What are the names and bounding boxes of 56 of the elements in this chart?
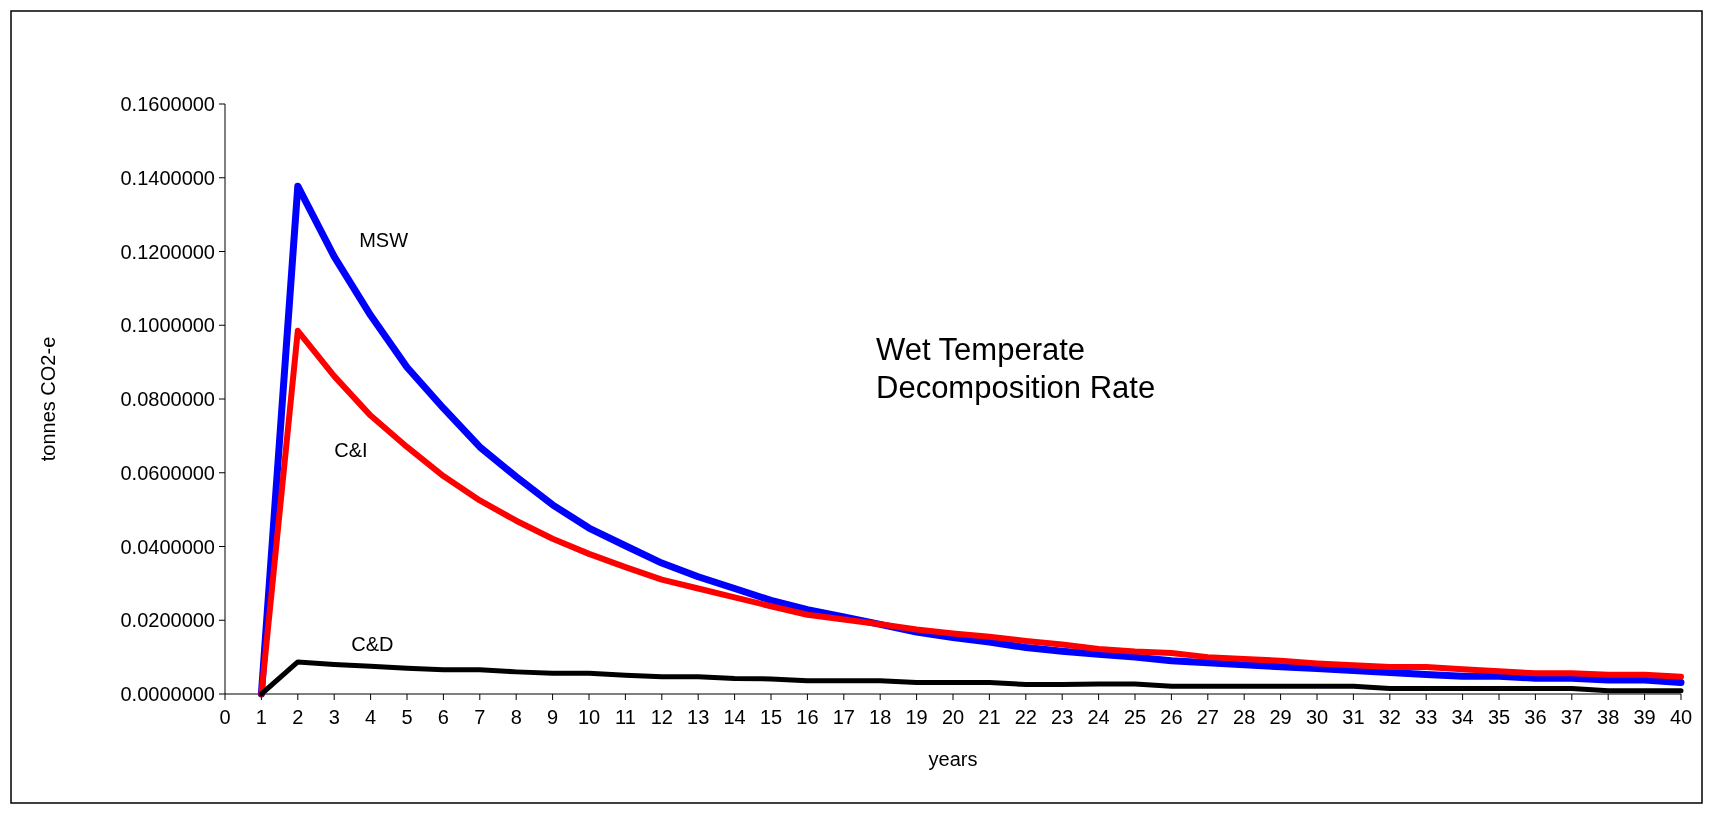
annotation: Wet Temperate Decomposition Rate <box>876 332 1156 405</box>
x-tick-label: 19 <box>905 706 928 728</box>
x-tick-label: 9 <box>547 706 559 728</box>
y-tick-label: 0.1400000 <box>120 166 215 189</box>
x-tick-label: 3 <box>328 706 340 728</box>
x-tick-label: 26 <box>1160 706 1183 728</box>
x-tick-label: 22 <box>1014 706 1037 728</box>
y-tick-label: 0.0000000 <box>120 683 215 705</box>
y-tick-label: 0.1200000 <box>120 240 215 263</box>
x-tick-label: 23 <box>1051 706 1074 728</box>
series-label: C&D <box>351 632 394 655</box>
x-tick-label: 29 <box>1269 706 1292 728</box>
x-tick-label: 30 <box>1305 706 1329 728</box>
series-label: C&I <box>334 439 368 462</box>
x-tick-label: 1 <box>255 706 267 728</box>
x-tick-label: 24 <box>1087 706 1110 728</box>
x-tick-label: 27 <box>1196 706 1219 728</box>
y-axis-title: tonnes CO2-e <box>37 336 59 462</box>
y-tick-label: 0.0600000 <box>120 461 215 484</box>
x-tick-label: 35 <box>1487 706 1511 728</box>
x-tick-label: 32 <box>1378 706 1401 728</box>
series-label: MSW <box>359 228 409 251</box>
y-tick-label: 0.0800000 <box>120 388 215 410</box>
x-tick-label: 10 <box>577 706 601 728</box>
x-tick-label: 8 <box>510 706 522 728</box>
y-tick-label: 0.1000000 <box>120 314 215 337</box>
x-tick-label: 36 <box>1524 706 1547 728</box>
x-tick-label: 4 <box>365 706 377 728</box>
x-tick-label: 39 <box>1633 706 1656 728</box>
y-tick-label: 0.0200000 <box>120 609 215 632</box>
x-tick-label: 15 <box>759 706 783 728</box>
y-tick-label: 0.1600000 <box>120 93 215 115</box>
x-tick-label: 18 <box>869 706 892 728</box>
x-tick-label: 13 <box>687 706 710 728</box>
x-tick-label: 31 <box>1342 706 1365 728</box>
x-tick-label: 7 <box>474 706 486 728</box>
x-tick-label: 34 <box>1451 706 1474 728</box>
x-tick-label: 25 <box>1123 706 1147 728</box>
x-tick-label: 6 <box>437 706 449 728</box>
x-tick-label: 38 <box>1597 706 1620 728</box>
x-tick-label: 12 <box>650 706 673 728</box>
x-tick-label: 16 <box>796 706 819 728</box>
x-tick-label: 11 <box>615 706 636 728</box>
x-tick-label: 21 <box>978 706 1001 728</box>
x-tick-label: 33 <box>1415 706 1438 728</box>
x-tick-label: 2 <box>292 706 304 728</box>
x-tick-label: 0 <box>219 706 231 728</box>
x-tick-label: 28 <box>1233 706 1256 728</box>
x-tick-label: 20 <box>941 706 965 728</box>
x-tick-label: 17 <box>832 706 855 728</box>
x-axis-title: years <box>928 748 978 770</box>
x-tick-label: 37 <box>1560 706 1583 728</box>
x-tick-label: 14 <box>723 706 746 728</box>
x-tick-label: 40 <box>1669 706 1693 728</box>
y-tick-label: 0.0400000 <box>120 535 215 558</box>
x-tick-label: 5 <box>401 706 413 728</box>
